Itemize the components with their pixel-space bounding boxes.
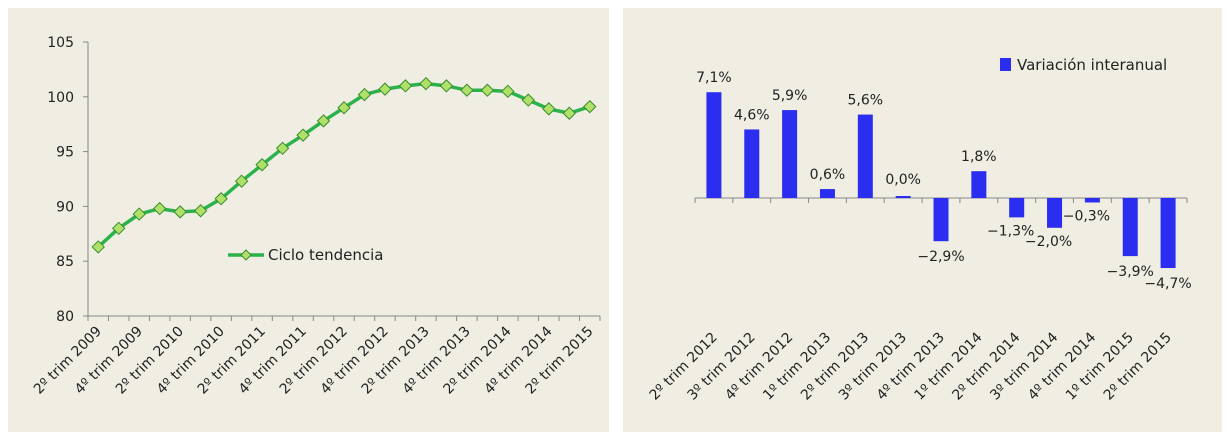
- data-point: [296, 128, 310, 142]
- data-point: [337, 101, 351, 115]
- data-label: 0,6%: [810, 167, 846, 183]
- bar: [819, 189, 835, 198]
- bar: [933, 198, 949, 242]
- data-label: −3,9%: [1107, 264, 1154, 280]
- data-point: [357, 87, 372, 102]
- bar: [1122, 198, 1138, 257]
- data-point: [542, 102, 556, 116]
- data-point: [439, 79, 454, 93]
- data-label: −2,0%: [1025, 234, 1072, 250]
- bar: [1084, 198, 1100, 203]
- data-point: [521, 93, 536, 107]
- y-tick-label: 95: [56, 145, 74, 161]
- data-point: [234, 174, 249, 188]
- chart-background: [623, 8, 1222, 432]
- data-label: 5,9%: [772, 88, 808, 104]
- data-point: [152, 201, 167, 216]
- data-point: [214, 192, 228, 206]
- data-point: [112, 221, 126, 236]
- yoy-bar-chart: 7,1% 4,6%5,9% 0,6% 5,6% 0,0% −2,9% 1,8% −1,3%−2…: [623, 8, 1222, 432]
- data-point: [501, 84, 515, 99]
- data-point: [460, 83, 474, 97]
- bar: [1047, 198, 1063, 228]
- bar: [857, 114, 873, 198]
- bar: [744, 129, 760, 198]
- data-label: 0,0%: [885, 172, 921, 188]
- legend-marker: [240, 249, 252, 261]
- data-label: 5,6%: [848, 93, 884, 109]
- data-point: [275, 141, 290, 156]
- data-point: [316, 114, 331, 128]
- bar: [706, 92, 722, 198]
- data-label: −4,7%: [1144, 276, 1191, 292]
- legend-swatch: [1000, 58, 1011, 71]
- bar: [971, 171, 987, 198]
- trend-chart-panel: 80 85 90 95 100 105 2º trim 2009 4º trim 2009 2º…: [8, 8, 609, 432]
- data-label: 1,8%: [961, 149, 997, 165]
- data-point: [173, 205, 187, 219]
- y-tick-label: 100: [47, 90, 74, 106]
- data-point: [91, 240, 105, 254]
- bar: [1160, 198, 1176, 269]
- yoy-bar-chart-panel: 7,1% 4,6% 5,9% 0,6% 5,6% 0,0% −2,9% 1,8% −1,3% −2…: [615, 0, 1230, 440]
- data-point: [378, 82, 392, 96]
- data-point: [562, 106, 576, 120]
- data-label: −2,9%: [917, 249, 964, 265]
- data-point: [132, 207, 146, 221]
- data-label: −1,3%: [987, 223, 1034, 239]
- bar: [895, 196, 911, 198]
- data-label: 7,1%: [696, 70, 732, 86]
- data-point: [419, 76, 433, 91]
- data-point: [255, 158, 269, 172]
- bar: [782, 110, 798, 198]
- y-tick-label: 80: [56, 309, 74, 325]
- data-label: −0,3%: [1063, 208, 1110, 224]
- data-label: 4,6%: [734, 107, 770, 123]
- data-point: [398, 79, 413, 93]
- y-tick-label: 90: [56, 199, 74, 215]
- chart-background: [8, 8, 609, 432]
- y-tick-label: 105: [47, 35, 74, 51]
- legend-label: Ciclo tendencia: [268, 246, 383, 264]
- legend-label: Variación interanual: [1017, 56, 1167, 74]
- bar: [1009, 198, 1025, 218]
- data-point: [480, 83, 495, 97]
- data-point: [193, 204, 208, 218]
- y-tick-label: 85: [56, 254, 74, 270]
- data-point: [583, 99, 597, 114]
